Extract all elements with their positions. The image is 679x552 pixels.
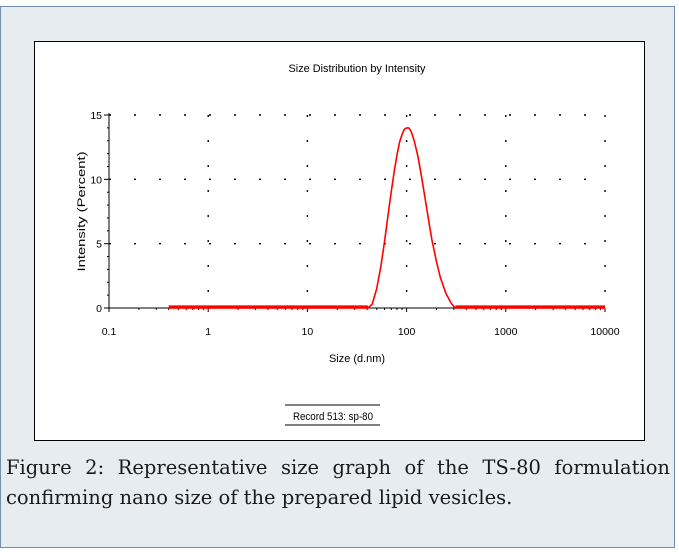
y-tick-label: 15	[90, 110, 102, 122]
y-tick-label: 0	[96, 303, 102, 315]
chart-title: Size Distribution by Intensity	[289, 63, 426, 75]
figure-box: Size Distribution by Intensity Size (d.n…	[0, 6, 675, 548]
x-tick-label: 1000	[494, 326, 518, 338]
x-tick-label: 0.1	[102, 326, 117, 338]
legend-record-label: Record 513: sp-80	[293, 411, 373, 423]
x-tick-label: 1	[205, 326, 211, 338]
x-tick-label: 100	[398, 326, 416, 338]
chart-panel: Size Distribution by Intensity Size (d.n…	[34, 41, 645, 441]
x-tick-label: 10	[302, 326, 314, 338]
intensity-curve	[168, 127, 605, 309]
y-tick-label: 10	[90, 174, 102, 186]
figure-caption: Figure 2: Representative size graph of t…	[6, 456, 670, 509]
size-distribution-chart: Size Distribution by Intensity Size (d.n…	[76, 63, 620, 426]
y-tick-label: 5	[96, 239, 102, 251]
x-tick-label: 10000	[590, 326, 619, 338]
x-axis-label: Size (d.nm)	[329, 353, 385, 365]
y-axis-label: Intensity (Percent)	[76, 152, 88, 272]
chart-legend: Record 513: sp-80	[285, 404, 380, 426]
